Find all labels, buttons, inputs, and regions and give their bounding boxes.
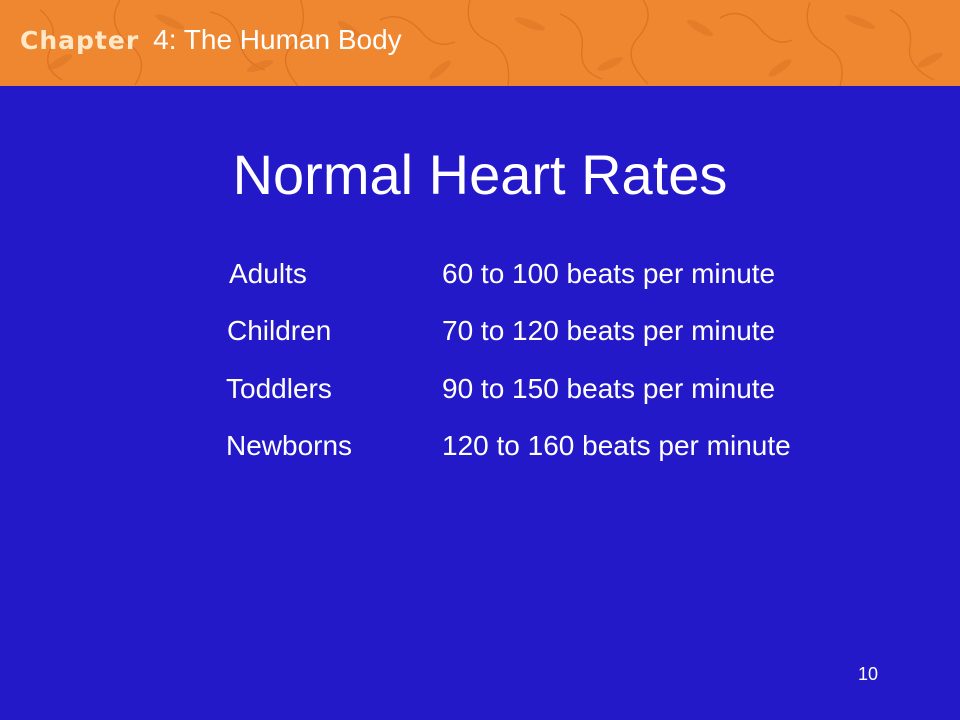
rate-range-value: 90 to 150 beats per minute	[442, 373, 776, 404]
slide-title: Normal Heart Rates	[232, 143, 728, 206]
rate-range-value: 60 to 100 beats per minute	[442, 258, 776, 289]
rate-group-label: Newborns	[226, 430, 353, 461]
rate-range-value: 120 to 160 beats per minute	[442, 430, 791, 461]
page-number: 10	[857, 664, 878, 684]
chapter-title: 4: The Human Body	[153, 24, 402, 55]
rate-group-label: Children	[227, 315, 332, 346]
chapter-label: Chapter	[20, 26, 140, 55]
rate-group-label: Adults	[229, 258, 307, 289]
header-texture-decoration	[39, 0, 943, 86]
rate-group-label: Toddlers	[226, 373, 332, 404]
chapter-heading: Chapter 4: The Human Body	[20, 24, 402, 56]
chapter-header-bar: Chapter 4: The Human Body	[0, 0, 960, 86]
rate-range-value: 70 to 120 beats per minute	[442, 315, 776, 346]
